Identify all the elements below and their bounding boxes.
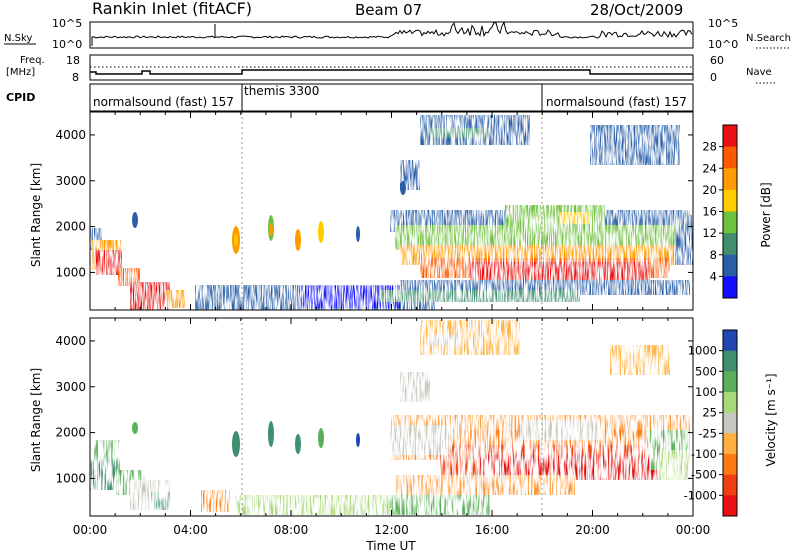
power-colorbar-swatch — [723, 276, 737, 299]
nsky-panel-frame — [89, 21, 694, 49]
velocity-colorbar-tick-label: -1000 — [684, 488, 717, 502]
nsearch-tick-top: 10^5 — [708, 17, 738, 30]
power-colorbar-swatch — [723, 146, 737, 169]
nsearch-label: N.Search — [746, 33, 791, 44]
power-colorbar-tick-label: 8 — [710, 248, 717, 262]
velocity-colorbar-tick-label: -25 — [698, 426, 717, 440]
power-colorbar-swatch — [723, 211, 737, 234]
nsky-tick-top: 10^5 — [52, 17, 82, 30]
xtick-label: 20:00 — [575, 523, 610, 537]
velocity-colorbar-swatch — [723, 392, 737, 414]
xtick-label: 16:00 — [475, 523, 510, 537]
velocity-colorbar-tick-label: 500 — [695, 364, 717, 378]
power-colorbar-tick-label: 4 — [710, 269, 717, 283]
velocity-colorbar-tick-label: -500 — [691, 468, 717, 482]
xtick-label: 12:00 — [374, 523, 409, 537]
velocity-colorbar-swatch — [723, 495, 737, 517]
power-colorbar-label: Power [dB] — [759, 182, 773, 247]
nave-tick-top: 60 — [710, 54, 724, 67]
cpid-segment-2: themis 3300 — [244, 84, 319, 98]
power-colorbar-tick-label: 12 — [702, 226, 717, 240]
power-y-axis: 1000 2000 3000 4000 — [55, 112, 694, 310]
power-colorbar: 28 24 20 16 12 8 4 — [702, 124, 738, 299]
station-title: Rankin Inlet (fitACF) — [92, 0, 252, 18]
nsearch-tick-bottom: 10^0 — [708, 38, 738, 51]
velocity-x-axis: 00:00 04:00 08:00 12:00 16:00 20:00 00:00 — [73, 523, 711, 537]
velocity-colorbar-tick-label: 1000 — [688, 344, 717, 358]
nsky-trace — [91, 21, 693, 46]
cpid-label: CPID — [6, 91, 35, 104]
power-colorbar-swatch — [723, 125, 737, 148]
velocity-heatmap — [90, 320, 690, 515]
velocity-colorbar-swatch — [723, 454, 737, 476]
velocity-ytick-label: 2000 — [55, 426, 86, 440]
cpid-segment-1: normalsound (fast) 157 — [93, 95, 234, 109]
freq-tick-top: 18 — [66, 54, 80, 67]
power-ytick-label: 3000 — [55, 174, 86, 188]
velocity-colorbar-swatch — [723, 474, 737, 496]
velocity-ytick-label: 3000 — [55, 380, 86, 394]
nsky-tick-bottom: 10^0 — [52, 38, 82, 51]
date-title: 28/Oct/2009 — [590, 1, 683, 19]
velocity-colorbar: 1000 500 100 25 -25 -100 -500 -1000 — [684, 329, 738, 517]
power-colorbar-swatch — [723, 254, 737, 277]
xtick-label: 04:00 — [173, 523, 208, 537]
freq-tick-bottom: 8 — [72, 71, 79, 84]
velocity-colorbar-frame — [722, 329, 738, 517]
power-ytick-label: 4000 — [55, 128, 86, 142]
velocity-colorbar-tick-label: 25 — [702, 406, 717, 420]
power-colorbar-tick-label: 16 — [702, 205, 717, 219]
velocity-colorbar-swatch — [723, 412, 737, 434]
velocity-colorbar-label: Velocity [m s⁻¹] — [764, 373, 778, 466]
power-colorbar-swatch — [723, 168, 737, 191]
xtick-label: 00:00 — [73, 523, 108, 537]
power-colorbar-swatch — [723, 233, 737, 256]
velocity-colorbar-swatch — [723, 371, 737, 393]
power-colorbar-tick-label: 28 — [702, 140, 717, 154]
velocity-colorbar-tick-label: -100 — [691, 447, 717, 461]
power-colorbar-swatch — [723, 189, 737, 212]
velocity-colorbar-tick-label: 100 — [695, 385, 717, 399]
nave-label: Nave — [746, 67, 772, 78]
cpid-segment-3: normalsound (fast) 157 — [546, 95, 687, 109]
velocity-ylabel: Slant Range [km] — [29, 368, 43, 472]
beam-title: Beam 07 — [355, 1, 422, 19]
nave-tick-bottom: 0 — [710, 71, 717, 84]
power-ylabel: Slant Range [km] — [29, 163, 43, 267]
freq-unit-label: [MHz] — [6, 67, 35, 78]
xtick-label: 08:00 — [274, 523, 309, 537]
velocity-ytick-label: 1000 — [55, 471, 86, 485]
velocity-ytick-label: 4000 — [55, 334, 86, 348]
power-ytick-label: 1000 — [55, 265, 86, 279]
xtick-label: 00:00 — [676, 523, 711, 537]
nsky-label: N.Sky — [4, 33, 32, 44]
power-ytick-label: 2000 — [55, 220, 86, 234]
velocity-colorbar-swatch — [723, 433, 737, 455]
velocity-colorbar-swatch — [723, 350, 737, 372]
power-colorbar-tick-label: 24 — [702, 161, 717, 175]
velocity-xlabel: Time UT — [365, 539, 416, 553]
power-heatmap — [90, 115, 693, 310]
velocity-y-axis: 1000 2000 3000 4000 — [55, 318, 694, 516]
freq-trace — [90, 69, 693, 75]
velocity-colorbar-swatch — [723, 330, 737, 352]
cpid-panel-frame — [89, 83, 694, 112]
freq-label: Freq. — [20, 55, 45, 66]
power-colorbar-tick-label: 20 — [702, 183, 717, 197]
